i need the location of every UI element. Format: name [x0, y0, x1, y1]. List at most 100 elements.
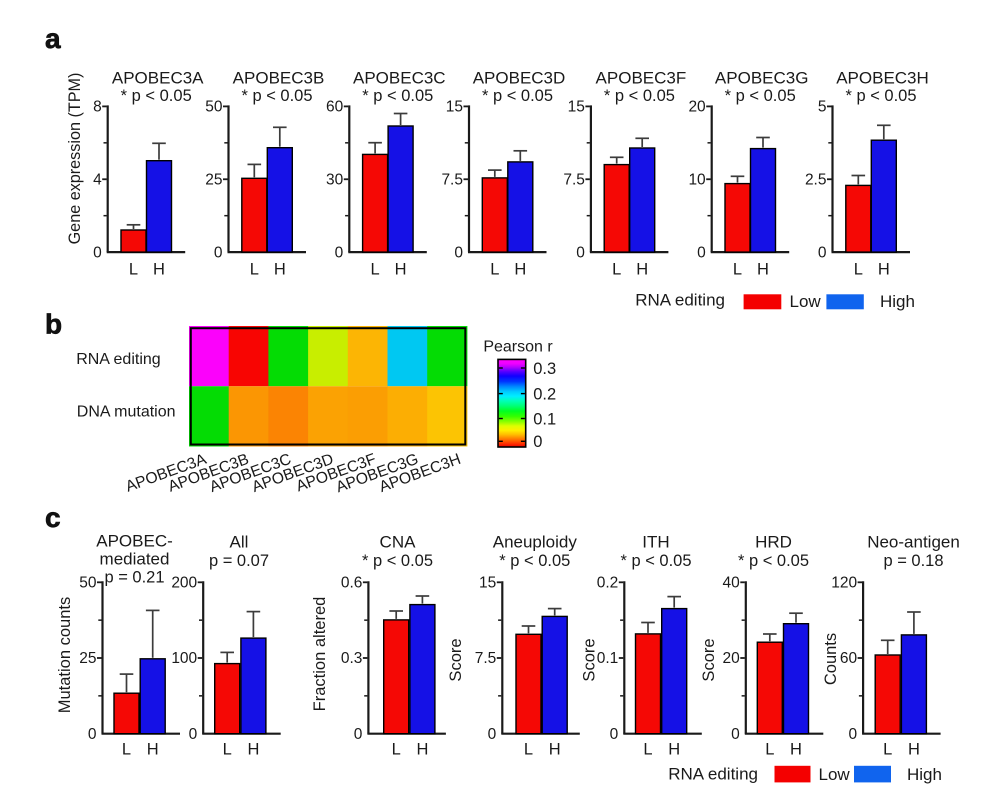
- svg-text:* p < 0.05: * p < 0.05: [845, 87, 916, 105]
- svg-text:Low: Low: [819, 765, 851, 784]
- svg-text:0.3: 0.3: [533, 360, 556, 378]
- svg-text:H: H: [757, 261, 769, 279]
- svg-text:a: a: [45, 23, 61, 54]
- svg-text:0: 0: [88, 726, 97, 743]
- svg-text:HRD: HRD: [755, 533, 792, 552]
- svg-text:H: H: [668, 741, 680, 759]
- svg-text:Gene expression (TPM): Gene expression (TPM): [66, 73, 84, 245]
- svg-text:20: 20: [688, 99, 706, 116]
- svg-text:25: 25: [79, 650, 96, 667]
- svg-text:L: L: [392, 741, 401, 759]
- svg-text:* p < 0.05: * p < 0.05: [499, 552, 570, 570]
- svg-text:* p < 0.05: * p < 0.05: [362, 552, 433, 570]
- svg-text:Mutation counts: Mutation counts: [56, 597, 74, 713]
- svg-text:* p < 0.05: * p < 0.05: [121, 87, 192, 105]
- svg-text:200: 200: [171, 575, 197, 592]
- svg-text:H: H: [878, 261, 890, 279]
- svg-text:CNA: CNA: [380, 533, 417, 552]
- svg-text:25: 25: [205, 171, 222, 188]
- svg-text:0: 0: [214, 244, 223, 261]
- svg-text:0: 0: [335, 244, 344, 261]
- svg-text:7.5: 7.5: [475, 650, 497, 667]
- svg-text:60: 60: [326, 99, 344, 116]
- svg-text:* p < 0.05: * p < 0.05: [738, 552, 809, 570]
- svg-text:0.2: 0.2: [597, 575, 619, 592]
- svg-text:c: c: [45, 502, 61, 533]
- svg-text:L: L: [371, 261, 380, 279]
- svg-text:Score: Score: [581, 638, 599, 681]
- svg-text:H: H: [416, 741, 428, 759]
- svg-text:40: 40: [723, 575, 741, 592]
- svg-text:Pearson r: Pearson r: [483, 339, 553, 356]
- svg-text:0: 0: [848, 726, 857, 743]
- svg-text:APOBEC3G: APOBEC3G: [715, 69, 809, 88]
- svg-text:b: b: [45, 309, 62, 340]
- svg-text:* p < 0.05: * p < 0.05: [362, 87, 433, 105]
- svg-text:* p < 0.05: * p < 0.05: [482, 87, 553, 105]
- svg-text:Low: Low: [790, 292, 822, 311]
- svg-text:H: H: [549, 741, 561, 759]
- svg-text:APOBEC3H: APOBEC3H: [836, 69, 929, 88]
- svg-text:All: All: [230, 533, 249, 552]
- svg-text:p = 0.21: p = 0.21: [104, 568, 164, 586]
- svg-text:L: L: [883, 741, 892, 759]
- svg-text:H: H: [395, 261, 407, 279]
- svg-text:2.5: 2.5: [805, 171, 827, 188]
- svg-text:L: L: [612, 261, 621, 279]
- svg-text:* p < 0.05: * p < 0.05: [241, 87, 312, 105]
- svg-text:0.6: 0.6: [341, 575, 363, 592]
- svg-text:0.3: 0.3: [341, 650, 363, 667]
- svg-text:H: H: [790, 741, 802, 759]
- svg-text:0.1: 0.1: [533, 410, 556, 428]
- svg-text:RNA editing: RNA editing: [635, 291, 725, 310]
- svg-text:H: H: [153, 261, 165, 279]
- svg-text:H: H: [274, 261, 286, 279]
- svg-text:High: High: [907, 765, 942, 784]
- svg-text:0: 0: [576, 244, 585, 261]
- svg-text:0.2: 0.2: [533, 385, 556, 403]
- svg-text:L: L: [524, 741, 533, 759]
- svg-text:20: 20: [723, 650, 741, 667]
- svg-text:5: 5: [818, 99, 827, 116]
- svg-text:0: 0: [697, 244, 706, 261]
- svg-text:15: 15: [479, 575, 496, 592]
- svg-text:0: 0: [189, 726, 198, 743]
- svg-text:0: 0: [818, 244, 827, 261]
- svg-text:0: 0: [731, 726, 740, 743]
- svg-text:H: H: [147, 741, 159, 759]
- svg-text:APOBEC-: APOBEC-: [96, 532, 173, 551]
- svg-text:0: 0: [610, 726, 619, 743]
- svg-text:Counts: Counts: [822, 633, 840, 685]
- svg-text:120: 120: [831, 575, 857, 592]
- svg-text:L: L: [643, 741, 652, 759]
- svg-text:RNA editing: RNA editing: [668, 765, 758, 784]
- svg-text:15: 15: [568, 99, 585, 116]
- svg-text:Score: Score: [447, 638, 465, 681]
- svg-text:7.5: 7.5: [441, 171, 463, 188]
- svg-text:* p < 0.05: * p < 0.05: [604, 87, 675, 105]
- svg-text:0: 0: [454, 244, 463, 261]
- svg-text:L: L: [733, 261, 742, 279]
- svg-text:50: 50: [79, 575, 97, 592]
- svg-text:APOBEC3A: APOBEC3A: [112, 69, 204, 88]
- svg-text:L: L: [129, 261, 138, 279]
- svg-text:0: 0: [488, 726, 497, 743]
- svg-text:H: H: [636, 261, 648, 279]
- svg-text:7.5: 7.5: [563, 171, 585, 188]
- svg-text:L: L: [490, 261, 499, 279]
- svg-text:0: 0: [354, 726, 363, 743]
- svg-text:0.1: 0.1: [597, 650, 619, 667]
- svg-text:p = 0.18: p = 0.18: [883, 552, 943, 570]
- svg-text:L: L: [223, 741, 232, 759]
- svg-text:0: 0: [533, 433, 542, 451]
- svg-text:High: High: [880, 292, 915, 311]
- svg-text:APOBEC3D: APOBEC3D: [473, 69, 566, 88]
- svg-text:8: 8: [93, 99, 102, 116]
- svg-text:Fraction altered: Fraction altered: [311, 597, 329, 712]
- svg-text:* p < 0.05: * p < 0.05: [725, 87, 796, 105]
- svg-text:10: 10: [688, 171, 706, 188]
- svg-text:H: H: [247, 741, 259, 759]
- svg-text:60: 60: [840, 650, 858, 667]
- svg-text:L: L: [122, 741, 131, 759]
- svg-text:APOBEC3B: APOBEC3B: [233, 69, 325, 88]
